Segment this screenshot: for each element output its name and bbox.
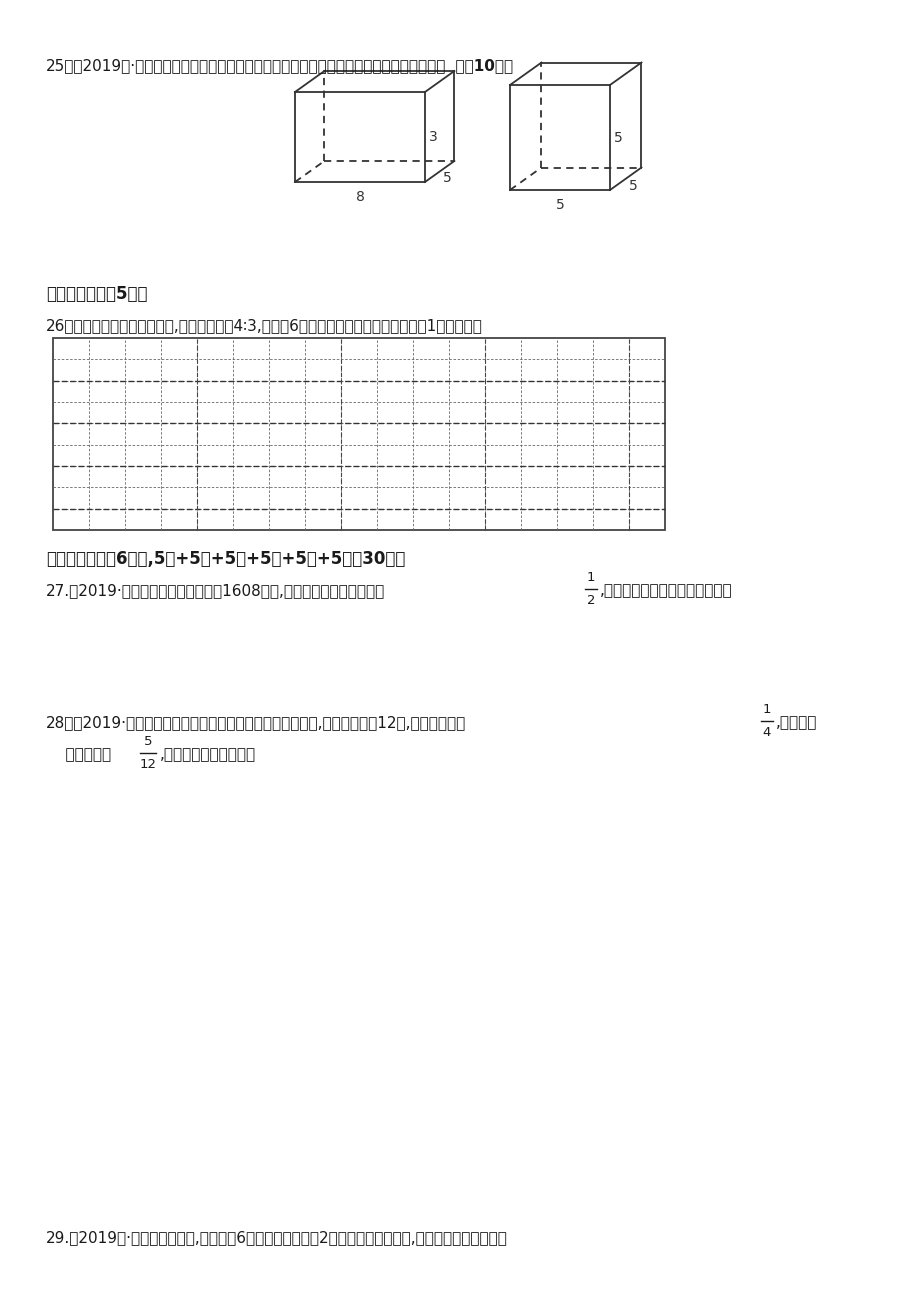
Bar (53, 339, 664, 530)
Text: 5: 5 (442, 172, 451, 185)
Text: 的占全班的: 的占全班的 (46, 747, 111, 762)
Text: 27.（2019·长沙县）广州平均年日照1608小时,北京年日照时间比广州多: 27.（2019·长沙县）广州平均年日照1608小时,北京年日照时间比广州多 (46, 583, 385, 598)
Text: 2: 2 (586, 594, 595, 607)
Text: 1: 1 (762, 703, 770, 716)
Text: 4: 4 (762, 727, 770, 740)
Text: 六．解答题（共6小题,5分+5分+5分+5分+5分+5分＝30分）: 六．解答题（共6小题,5分+5分+5分+5分+5分+5分＝30分） (46, 549, 405, 568)
Text: 5: 5 (143, 736, 152, 749)
Text: 1: 1 (586, 572, 595, 585)
Text: 5: 5 (628, 178, 637, 193)
Text: 3: 3 (428, 130, 437, 145)
Text: 五．操作题（共5分）: 五．操作题（共5分） (46, 285, 147, 303)
Text: 28．（2019·岳阳模拟）五年一班同学全部参加周末乐园活动,参加舞蹈的有12人,占全班人数的: 28．（2019·岳阳模拟）五年一班同学全部参加周末乐园活动,参加舞蹈的有12人… (46, 715, 466, 730)
Text: 5: 5 (613, 130, 622, 145)
Text: 5: 5 (555, 198, 563, 212)
Text: 8: 8 (355, 190, 364, 204)
Text: 12: 12 (140, 758, 156, 771)
Text: 25．（2019春·肇州县校级期末）计算下面长方体的表面积和正方体的体积．（单位：厘米）: 25．（2019春·肇州县校级期末）计算下面长方体的表面积和正方体的体积．（单位… (46, 59, 446, 73)
Text: ,北京年日照时间大约多少小时？: ,北京年日照时间大约多少小时？ (599, 583, 732, 598)
Text: ,参加体育的有多少人？: ,参加体育的有多少人？ (160, 747, 255, 762)
Text: ,参加体育: ,参加体育 (775, 715, 816, 730)
Text: 26．在方格图中画一个三角形,高与底之比为4∶3,面积为6平方厘米．（每个小方格面积为1平方厘米）: 26．在方格图中画一个三角形,高与底之比为4∶3,面积为6平方厘米．（每个小方格… (46, 318, 482, 333)
Text: 29.（2019秋·盐城期中）如图,有一个长6分米、宽和高都是2分米的长方体硬纸箱,如果用绳子将箱子横着: 29.（2019秋·盐城期中）如图,有一个长6分米、宽和高都是2分米的长方体硬纸… (46, 1230, 507, 1245)
Text: （共10分）: （共10分） (46, 59, 513, 73)
